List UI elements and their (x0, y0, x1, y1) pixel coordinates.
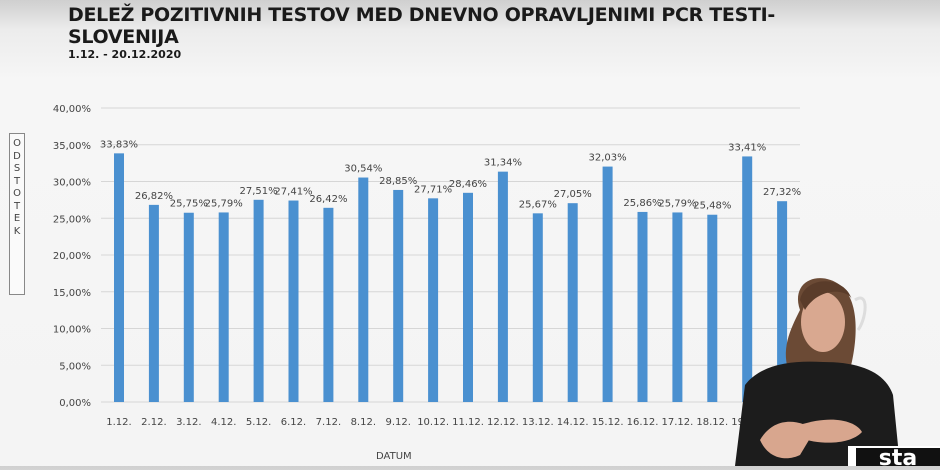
data-label: 33,41% (728, 142, 766, 153)
data-label: 27,32% (763, 187, 801, 198)
x-tick-label: 10.12. (417, 417, 449, 428)
data-label: 25,75% (170, 199, 208, 210)
x-tick-label: 9.12. (385, 417, 410, 428)
bar-18.12. (707, 214, 718, 402)
chart-title: DELEŽ POZITIVNIH TESTOV MED DNEVNO OPRAV… (68, 4, 775, 48)
x-tick-label: 4.12. (211, 417, 236, 428)
x-tick-label: 5.12. (246, 417, 271, 428)
x-tick-label: 6.12. (281, 417, 306, 428)
x-tick-label: 18.12. (696, 417, 728, 428)
y-tick-label: 10,00% (53, 325, 91, 336)
x-tick-label: 8.12. (351, 417, 376, 428)
bar-3.12. (183, 212, 194, 402)
y-axis-label-letter: T (13, 200, 21, 212)
chart-subtitle: 1.12. - 20.12.2020 (68, 48, 182, 61)
y-axis-label-letter: O (13, 188, 21, 199)
data-label: 27,41% (274, 187, 312, 198)
data-label: 30,54% (344, 164, 382, 175)
x-axis-label: DATUM (376, 451, 412, 462)
bar-8.12. (358, 177, 369, 402)
data-label: 25,67% (519, 199, 557, 210)
y-axis-label-letter: E (13, 213, 21, 224)
x-tick-label: 20.12. (766, 417, 798, 428)
y-tick-label: 0,00% (59, 398, 91, 409)
y-axis-label-letter: O (13, 138, 21, 149)
bar-4.12. (218, 212, 229, 402)
bar-7.12. (323, 207, 334, 402)
title-line-2: SLOVENIJA (68, 26, 179, 48)
bar-10.12. (428, 198, 439, 402)
bar-11.12. (463, 192, 473, 402)
bar-9.12. (393, 189, 404, 402)
title-line-1: DELEŽ POZITIVNIH TESTOV MED DNEVNO OPRAV… (68, 4, 776, 26)
y-tick-label: 40,00% (53, 104, 91, 115)
x-tick-label: 16.12. (627, 417, 659, 428)
x-tick-label: 7.12. (316, 417, 341, 428)
x-tick-label: 14.12. (557, 417, 589, 428)
bar-16.12. (637, 211, 648, 402)
data-label: 33,83% (100, 139, 138, 150)
y-tick-label: 20,00% (53, 251, 91, 262)
bar-17.12. (672, 212, 683, 402)
y-tick-label: 25,00% (53, 214, 91, 225)
y-axis-label-letter: K (13, 225, 21, 237)
data-label: 32,03% (589, 153, 627, 164)
bar-14.12. (567, 203, 578, 402)
x-tick-label: 13.12. (522, 417, 554, 428)
bar-2.12. (148, 204, 159, 402)
y-tick-label: 15,00% (53, 288, 91, 299)
bar-20.12. (777, 201, 788, 402)
bar-19.12. (742, 156, 753, 402)
y-tick-label: 5,00% (59, 361, 91, 372)
x-tick-label: 1.12. (106, 417, 131, 428)
x-tick-label: 19.12. (731, 417, 763, 428)
bar-1.12. (114, 153, 124, 402)
x-tick-label: 11.12. (452, 417, 484, 428)
data-label: 28,85% (379, 176, 417, 187)
data-label: 27,05% (554, 189, 592, 200)
data-label: 25,86% (623, 198, 661, 209)
data-label: 31,34% (484, 158, 522, 169)
data-label: 25,79% (205, 198, 243, 209)
x-tick-label: 3.12. (176, 417, 201, 428)
x-tick-label: 15.12. (592, 417, 624, 428)
y-tick-label: 30,00% (53, 178, 91, 189)
data-label: 27,51% (240, 186, 278, 197)
bar-12.12. (497, 171, 508, 402)
bar-15.12. (602, 166, 613, 402)
data-label: 25,79% (658, 198, 696, 209)
x-tick-label: 17.12. (661, 417, 693, 428)
data-label: 28,46% (449, 179, 487, 190)
bar-6.12. (288, 200, 299, 402)
x-tick-label: 2.12. (141, 417, 166, 428)
y-axis-label-letter: T (13, 175, 21, 187)
y-axis-label-letter: S (13, 163, 21, 174)
x-tick-label: 12.12. (487, 417, 519, 428)
data-label: 25,48% (693, 201, 731, 212)
data-label: 26,42% (309, 194, 347, 205)
y-axis-label-letter: D (13, 150, 21, 162)
data-label: 26,82% (135, 191, 173, 202)
sta-logo: sta (848, 446, 940, 470)
bar-13.12. (532, 213, 543, 402)
bar-5.12. (253, 199, 264, 402)
y-tick-label: 35,00% (53, 141, 91, 152)
data-label: 27,71% (414, 184, 452, 195)
svg-text:sta: sta (879, 446, 917, 466)
